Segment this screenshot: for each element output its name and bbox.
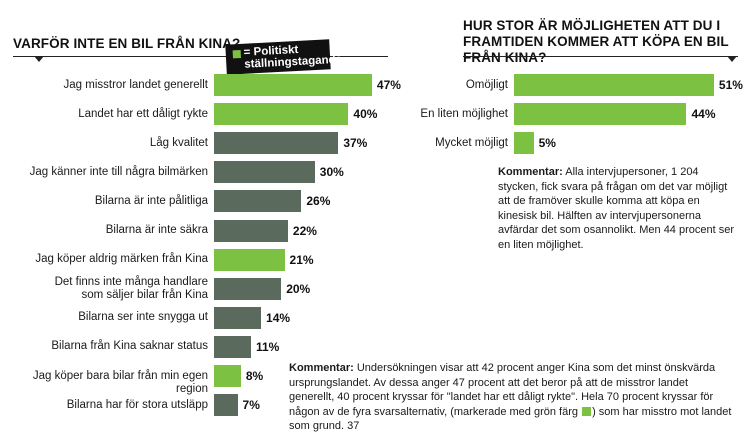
left-chart-title: VARFÖR INTE EN BIL FRÅN KINA? <box>13 36 241 51</box>
bar-value-label: 22% <box>292 223 317 238</box>
bar-value-label: 20% <box>286 281 311 296</box>
right-chart-title-line1: HUR STOR ÄR MÖJLIGHETEN ATT DU I <box>463 18 721 33</box>
bottom-comment-label: Kommentar: <box>289 362 354 374</box>
bottom-comment-text: Undersökningen visar att 42 procent ange… <box>289 362 716 418</box>
bar-value-label: 8% <box>245 369 264 383</box>
bar-label: Omöjligt <box>466 79 508 92</box>
bar-label-line: Bilarna är inte säkra <box>105 224 208 236</box>
right-title-rule-pointer <box>727 56 737 62</box>
bar <box>214 103 349 126</box>
bar <box>214 132 339 155</box>
bar <box>214 277 282 300</box>
bar-label-line: Jag köper aldrig märken från Kina <box>35 253 208 266</box>
bar-value-label: 30% <box>319 165 344 180</box>
right-chart-title-line2: FRAMTIDEN KOMMER ATT KÖPA EN BIL FRÅN KI… <box>463 34 729 65</box>
bar <box>214 365 241 387</box>
bar <box>514 132 534 155</box>
bar-label: Det finns inte många handlare som säljer … <box>55 276 208 302</box>
bar-label-line: Det finns inte många handlare <box>54 275 208 288</box>
bar-label-line: Bilarna ser inte snygga ut <box>78 311 208 324</box>
right-comment-text: Alla intervjupersoner, 1 204 stycken, fi… <box>498 166 735 251</box>
bar-label: Bilarna är inte säkra <box>106 224 208 237</box>
bar-label: Jag känner inte till några bilmärken <box>30 166 208 179</box>
right-comment-label: Kommentar: <box>498 166 563 178</box>
bar-value-label: 5% <box>538 136 556 151</box>
inline-green-swatch <box>582 406 592 416</box>
bar-label: Bilarna har för stora utsläpp <box>67 399 208 412</box>
bar-label: Bilarna från Kina saknar status <box>51 340 208 353</box>
left-title-rule <box>13 56 388 57</box>
bar-label-line: Jag känner inte till några bilmärken <box>29 165 208 178</box>
bar-label: Jag misstror landet generellt <box>64 79 208 92</box>
bar-label: Jag köper aldrig märken från Kina <box>35 253 208 266</box>
bar-label-line: Bilarna har för stora utsläpp <box>66 398 208 411</box>
bar-label-line: Landet har ett dåligt rykte <box>78 107 208 120</box>
right-title-rule <box>463 56 738 57</box>
bar-label: Bilarna ser inte snygga ut <box>78 311 208 324</box>
bar-value-label: 37% <box>343 136 368 151</box>
left-title-rule-pointer <box>34 56 44 62</box>
bar-value-label: 44% <box>691 107 716 122</box>
right-chart-comment: Kommentar: Alla intervjupersoner, 1 204 … <box>498 165 740 253</box>
bar-label: Jag köper bara bilar från min egen regio… <box>0 370 208 396</box>
bar <box>214 306 262 329</box>
bar-value-label: 21% <box>289 252 314 267</box>
bar-value-label: 51% <box>718 78 743 92</box>
bar-value-label: 40% <box>353 107 378 122</box>
bar-label: Landet har ett dåligt rykte <box>78 108 208 121</box>
bar-label-line: Låg kvalitet <box>149 136 208 149</box>
bar-value-label: 11% <box>255 339 280 354</box>
bar-value-label: 14% <box>266 310 291 325</box>
bar-label: En liten möjlighet <box>420 108 508 121</box>
bar <box>214 248 285 271</box>
bar-value-label: 47% <box>376 78 401 92</box>
bar <box>214 394 238 417</box>
bar <box>214 190 302 213</box>
bar-label-line: En liten möjlighet <box>420 107 508 120</box>
bar-value-label: 26% <box>306 194 331 209</box>
bar-value-label: 7% <box>242 398 260 413</box>
bar-label-line: Omöjligt <box>465 78 508 91</box>
bar <box>214 219 288 242</box>
legend-green-swatch <box>232 49 241 59</box>
bottom-comment: Kommentar: Undersökningen visar att 42 p… <box>289 361 735 434</box>
bar-label: Låg kvalitet <box>150 137 208 150</box>
bar-label-line: Jag misstror landet generellt <box>63 78 208 91</box>
bar-label-line: Mycket möjligt <box>435 136 508 149</box>
bar <box>514 103 687 126</box>
bar <box>214 74 372 96</box>
bar-label-line: Jag köper bara bilar från min egen regio… <box>32 369 208 395</box>
bar-label-line: Bilarna är inte pålitliga <box>94 194 208 207</box>
bar <box>214 161 315 184</box>
bar-label-line: Bilarna från Kina saknar status <box>51 340 208 353</box>
bar <box>214 335 251 358</box>
bar-label-line: som säljer bilar från Kina <box>81 288 208 301</box>
bar <box>514 74 714 96</box>
bar-label: Bilarna är inte pålitliga <box>95 195 208 208</box>
legend-text: = Politiskt ställningstagande <box>243 43 343 71</box>
right-chart-title: HUR STOR ÄR MÖJLIGHETEN ATT DU I FRAMTID… <box>463 18 750 66</box>
bar-label: Mycket möjligt <box>435 137 508 150</box>
